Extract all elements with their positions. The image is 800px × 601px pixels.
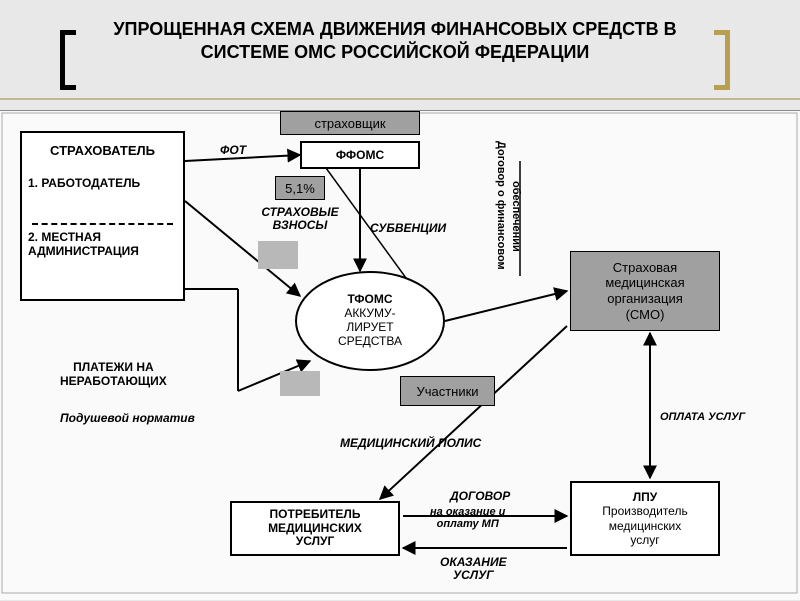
gray-patch-1	[258, 241, 298, 269]
consumer-l2: МЕДИЦИНСКИХ	[268, 522, 362, 536]
label-services-render: ОКАЗАНИЕ УСЛУГ	[440, 556, 507, 582]
box-insured: СТРАХОВАТЕЛЬ 1. РАБОТОДАТЕЛЬ 2. МЕСТНАЯ …	[20, 131, 185, 301]
tfoms-l4: СРЕДСТВА	[338, 335, 402, 349]
page-title: УПРОЩЕННАЯ СХЕМА ДВИЖЕНИЯ ФИНАНСОВЫХ СРЕ…	[80, 18, 710, 63]
insured-header: СТРАХОВАТЕЛЬ	[50, 143, 155, 158]
box-ffoms: ФФОМС	[300, 141, 420, 169]
label-contract: ДОГОВОР	[450, 489, 510, 503]
page-title-wrap: УПРОЩЕННАЯ СХЕМА ДВИЖЕНИЯ ФИНАНСОВЫХ СРЕ…	[80, 18, 710, 63]
smo-l4: (СМО)	[626, 307, 665, 323]
tfoms-l2: АККУМУ-	[344, 307, 395, 321]
ellipse-tfoms: ТФОМС АККУМУ- ЛИРУЕТ СРЕДСТВА	[295, 271, 445, 371]
insured-item2: 2. МЕСТНАЯ АДМИНИСТРАЦИЯ	[28, 230, 177, 258]
overlay-insurer: страховщик	[280, 111, 420, 135]
title-bracket-right	[714, 30, 730, 90]
label-finance-agreement-2: обеспечении	[510, 181, 522, 281]
insured-item1: 1. РАБОТОДАТЕЛЬ	[28, 176, 140, 190]
ffoms-label: ФФОМС	[336, 148, 384, 162]
tfoms-l1: ТФОМС	[347, 293, 392, 307]
smo-l3: организация	[607, 291, 683, 307]
overlay-smo: Страховая медицинская организация (СМО)	[570, 251, 720, 331]
lpu-l4: услуг	[630, 533, 659, 547]
label-finance-agreement: Договор о финансовом	[495, 141, 507, 301]
lpu-l3: медицинских	[609, 519, 682, 533]
label-contributions: СТРАХОВЫЕ ВЗНОСЫ	[250, 206, 350, 232]
overlay-participants: Участники	[400, 376, 495, 406]
label-payments-nonworking: ПЛАТЕЖИ НА НЕРАБОТАЮЩИХ	[60, 361, 167, 389]
consumer-l3: УСЛУГ	[296, 535, 335, 549]
label-med-policy: МЕДИЦИНСКИЙ ПОЛИС	[340, 436, 481, 450]
title-rule	[0, 98, 800, 100]
label-subventions: СУБВЕНЦИИ	[370, 221, 446, 235]
box-lpu: ЛПУ Производитель медицинских услуг	[570, 481, 720, 556]
insured-divider	[32, 223, 173, 225]
title-bracket-left	[60, 30, 76, 90]
smo-l1: Страховая	[613, 260, 677, 276]
overlay-rate: 5,1%	[275, 176, 325, 200]
diagram-canvas: СТРАХОВАТЕЛЬ 1. РАБОТОДАТЕЛЬ 2. МЕСТНАЯ …	[0, 110, 800, 600]
insurer-label: страховщик	[314, 116, 385, 131]
lpu-l2: Производитель	[602, 504, 687, 518]
box-consumer: ПОТРЕБИТЕЛЬ МЕДИЦИНСКИХ УСЛУГ	[230, 501, 400, 556]
rate-label: 5,1%	[285, 181, 315, 196]
gray-patch-2	[280, 371, 320, 396]
label-service-payment: ОПЛАТА УСЛУГ	[660, 411, 745, 423]
participants-label: Участники	[416, 384, 478, 399]
tfoms-l3: ЛИРУЕТ	[346, 321, 393, 335]
lpu-l1: ЛПУ	[633, 490, 658, 504]
label-percapita: Подушевой норматив	[60, 411, 195, 425]
smo-l2: медицинская	[605, 275, 684, 291]
label-mp-provision: на оказание и оплату МП	[430, 506, 505, 530]
label-fot: ФОТ	[220, 143, 246, 157]
consumer-l1: ПОТРЕБИТЕЛЬ	[270, 508, 361, 522]
